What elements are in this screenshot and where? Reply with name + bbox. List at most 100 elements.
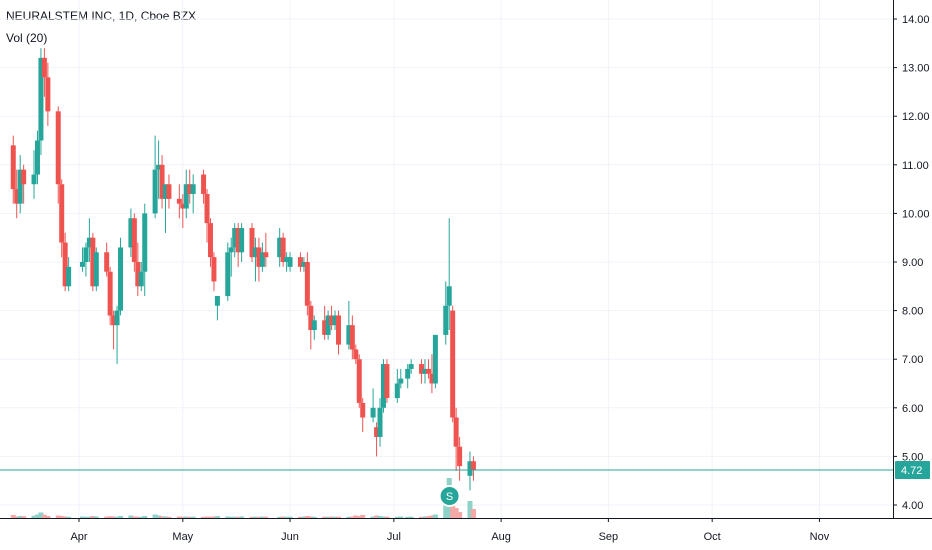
candle-body [83,247,89,262]
candle-body [17,169,23,204]
candle-body [408,364,414,369]
volume-bar [470,509,476,518]
price-tick-label: 10.00 [902,208,930,220]
volume-bar [398,516,404,518]
candle-body [166,184,172,199]
candle-body [311,320,317,331]
candle-body [405,368,411,379]
time-tick-label: Oct [704,531,721,543]
time-axis[interactable]: Apr May Jun Jul Aug Sep Oct Nov [70,518,830,543]
candlesticks[interactable] [10,48,476,491]
volume-bar [152,514,158,518]
volume-bar [467,501,473,518]
volume-bar [228,516,234,518]
candle-body [55,111,61,185]
price-tick-label: 13.00 [902,63,930,75]
volume-bar [93,516,99,518]
volume-bar [10,515,16,518]
volume-bar [336,516,341,518]
candle-body [301,262,307,267]
volume-bar [45,516,51,518]
candle-body [256,247,262,267]
candle-body [211,257,217,282]
volume-bar [55,515,61,518]
candle-body [470,461,476,471]
volume-bar [114,516,120,518]
last-price-label: 4.72 [895,461,930,480]
candle-body [349,325,355,350]
time-tick-label: Apr [70,531,87,543]
candle-body [259,252,265,267]
dividend-marker[interactable]: S [438,485,461,507]
candle-body [425,368,431,374]
candle-body [10,145,16,190]
volume-bar [277,516,283,518]
candle-body [79,262,85,267]
candle-body [66,266,72,287]
volume-indicator-label[interactable]: Vol (20) [6,31,48,45]
last-price-label-background [895,461,930,480]
volume-bar [201,516,207,518]
volume-bar [329,516,335,518]
candle-body [138,271,144,287]
candle-body [201,174,207,194]
candle-body [263,252,269,258]
volume-bar [34,514,40,518]
candle-body [38,57,44,141]
dividend-marker-symbol: S [446,491,453,503]
volume-bar [380,516,386,518]
price-tick-label: 12.00 [902,111,930,123]
candle-body [374,427,380,437]
time-tick-label: Aug [491,531,511,543]
candle-body [432,334,438,384]
candle-body [284,257,290,262]
candle-body [457,446,463,467]
volume-bar [360,515,366,518]
candle-body [114,310,120,326]
price-tick-label: 5.00 [902,451,923,463]
price-axis[interactable]: 4.00 5.00 6.00 7.00 8.00 9.00 10.00 11.00 12.00 1… [893,14,930,512]
volume-bar [159,516,165,518]
candle-body [235,227,241,253]
volume-bar [311,516,317,518]
volume-bar [111,516,117,518]
candle-body [111,315,117,326]
candle-body [86,237,92,248]
volume-bar [394,516,400,518]
volume-bar [432,514,438,518]
candle-body [190,184,196,194]
candle-body [163,184,168,199]
candle-body [467,461,473,476]
volume-bar [187,516,193,518]
volume-bar [419,516,425,518]
volume-bar [211,516,217,518]
candle-body [225,252,231,297]
price-tick-label: 8.00 [902,306,923,318]
candle-body [232,227,238,248]
price-tick-label: 14.00 [902,14,930,26]
volume-bar [284,516,290,518]
candle-body [377,407,383,437]
volume-bar [204,516,210,518]
candle-body [308,305,314,331]
candle-body [45,77,51,112]
volume-bar [41,514,47,518]
volume-bar [377,516,383,518]
candle-body [104,252,110,272]
time-tick-label: Nov [810,531,830,543]
volume-bar [131,516,137,518]
volume-bar [308,516,314,518]
candle-body [34,140,40,175]
volume-bar [156,515,162,518]
candle-body [214,296,220,306]
candle-body [176,198,182,204]
candle-body [429,373,435,384]
candle-body [90,237,96,287]
volume-bar [118,516,124,518]
volume-bar [356,516,362,518]
candle-body [59,184,65,243]
volume-bar [457,512,463,518]
volume-bar [128,515,134,518]
volume-bar [280,516,286,518]
